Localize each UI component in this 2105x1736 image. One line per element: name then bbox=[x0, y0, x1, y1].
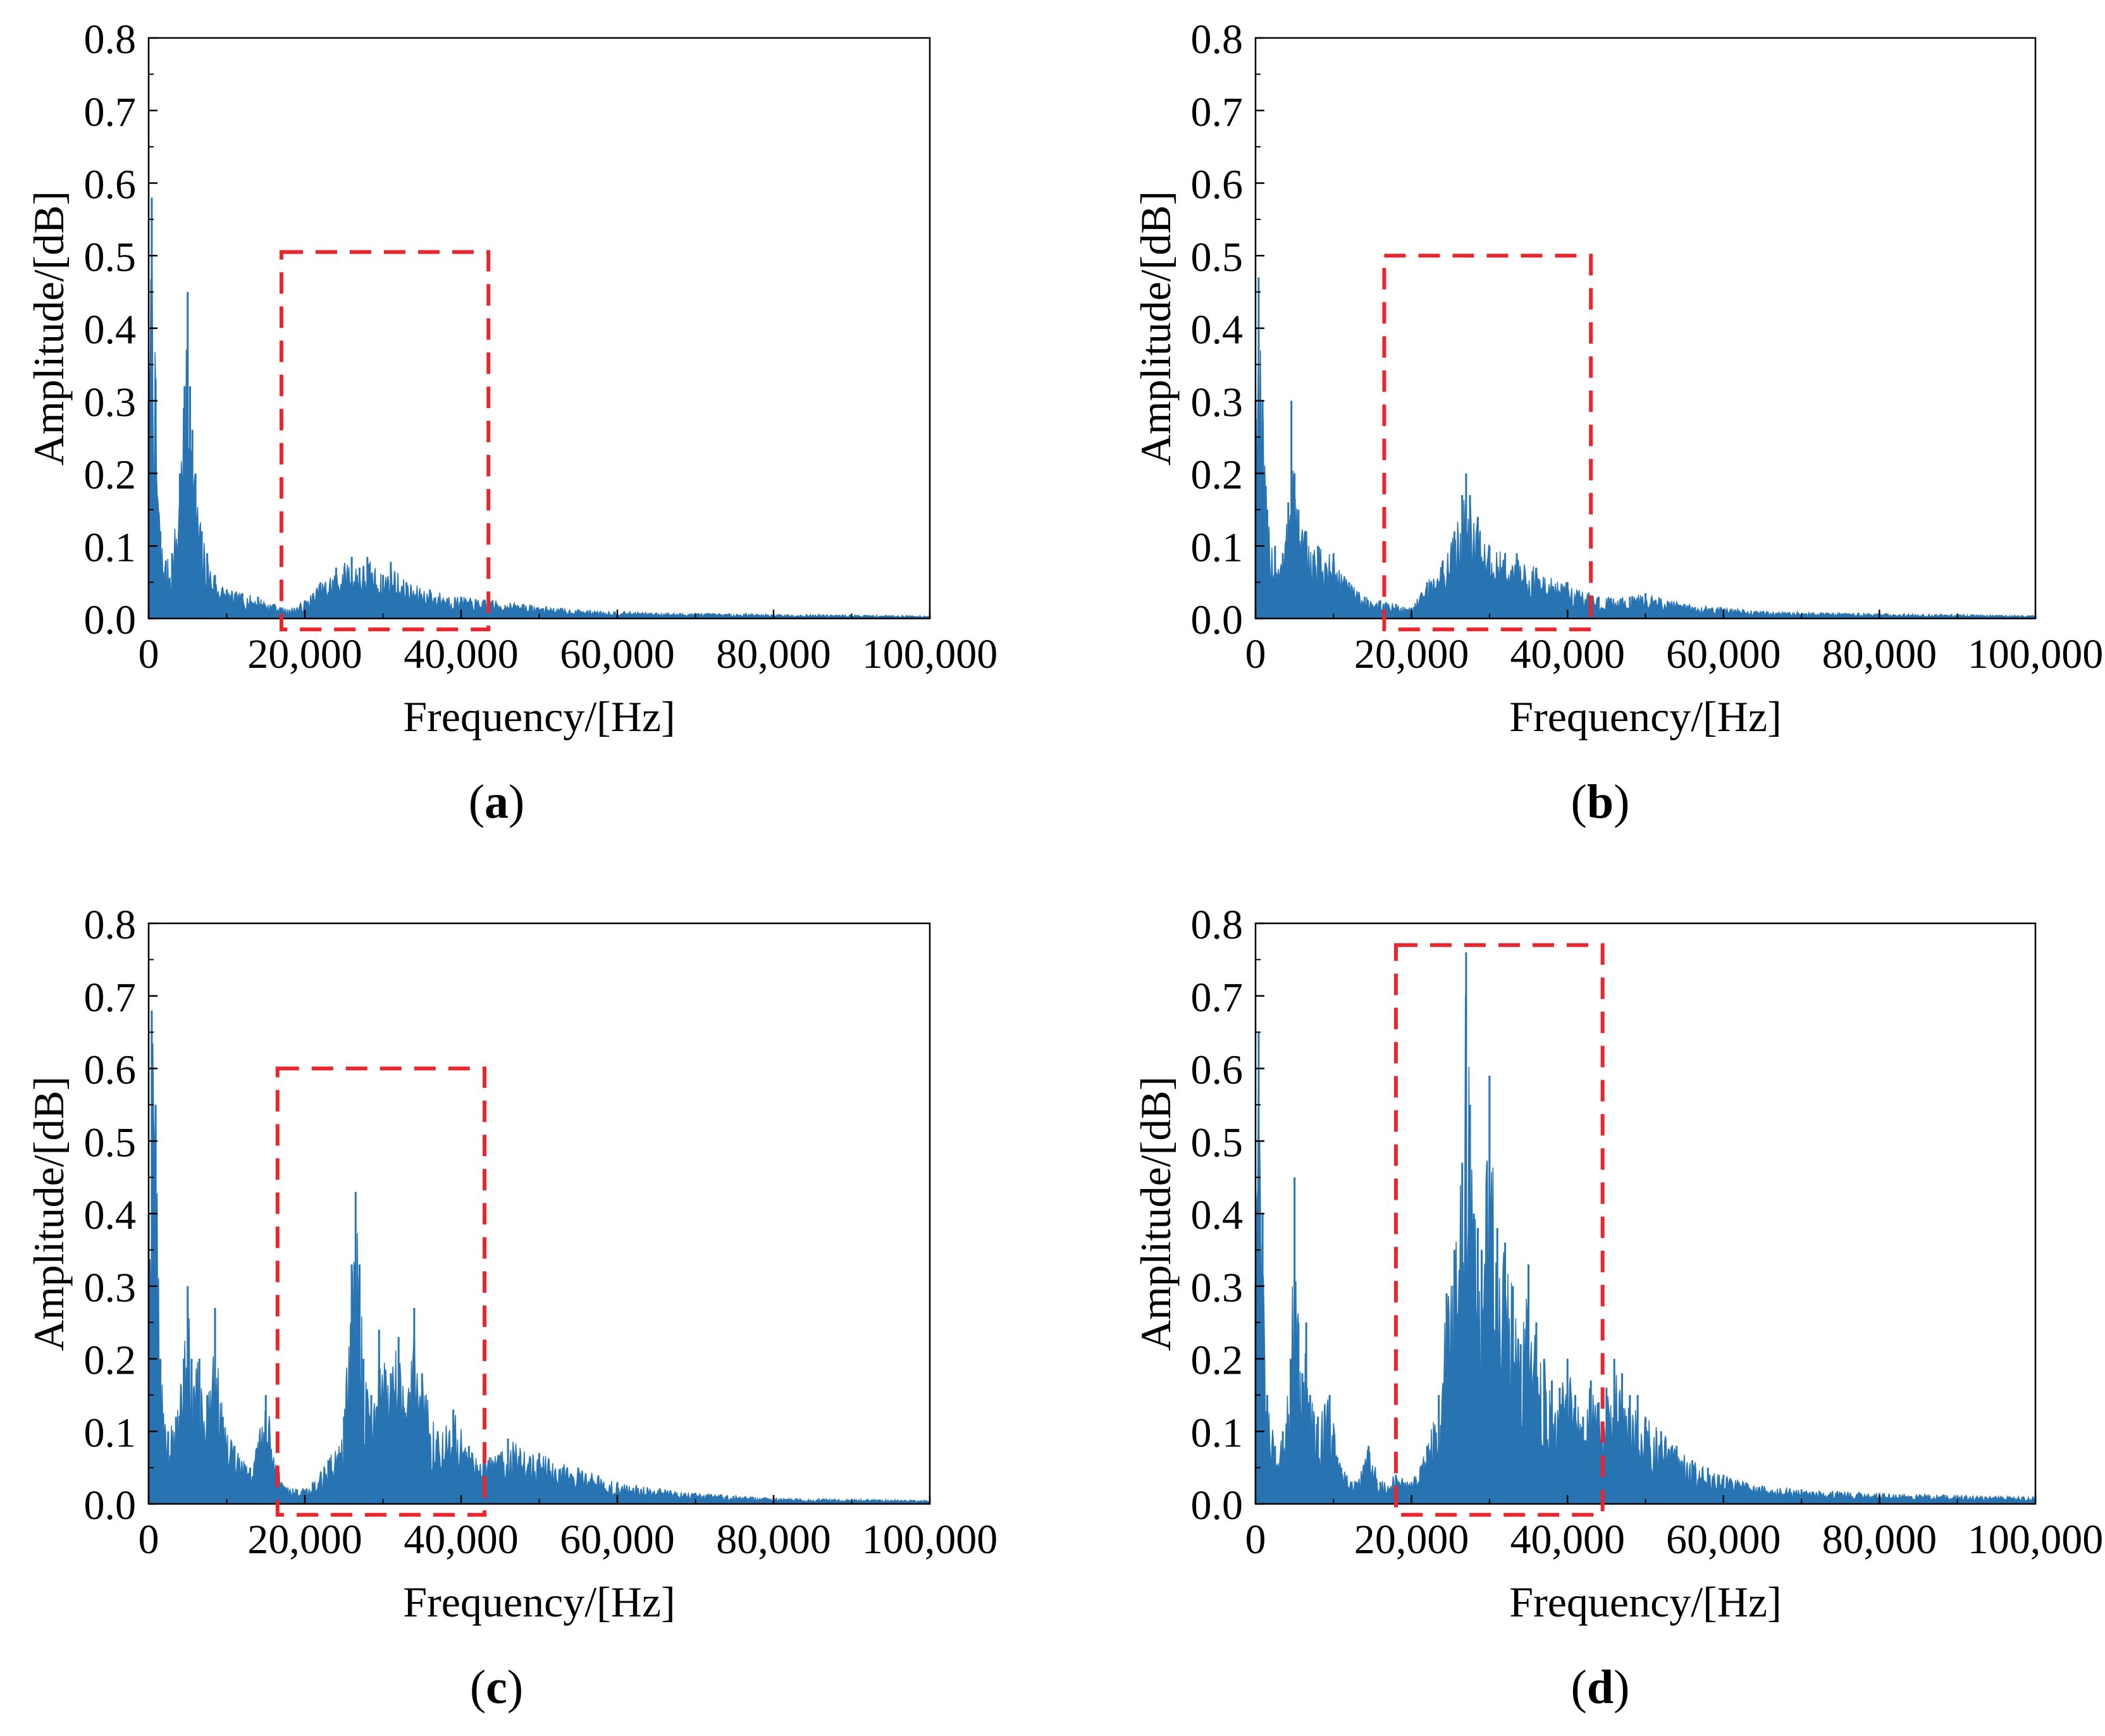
y-tick-label-a-7: 0.7 bbox=[84, 89, 137, 135]
x-tick-label-d-5: 100,000 bbox=[1968, 1517, 2104, 1563]
y-tick-label-c-2: 0.2 bbox=[84, 1338, 137, 1384]
x-tick-label-c-2: 40,000 bbox=[404, 1517, 519, 1563]
y-tick-label-c-3: 0.3 bbox=[84, 1265, 137, 1311]
x-tick-label-c-4: 80,000 bbox=[716, 1517, 831, 1563]
x-tick-label-d-4: 80,000 bbox=[1822, 1517, 1937, 1563]
chart-panel-b: 0.0 0.1 0.2 0.3 0.4 0.5 0.6 0.7 0.8 0 20,000 40,000… bbox=[1132, 16, 2103, 741]
y-tick-label-d-3: 0.3 bbox=[1191, 1265, 1244, 1311]
y-tick-label-c-0: 0.0 bbox=[84, 1482, 137, 1529]
spectrum-area-b bbox=[1255, 350, 2036, 619]
x-tick-label-d-1: 20,000 bbox=[1354, 1517, 1469, 1563]
y-tick-label-d-4: 0.4 bbox=[1191, 1192, 1244, 1238]
plot-frame-b bbox=[1254, 37, 2037, 620]
x-tick-label-b-2: 40,000 bbox=[1510, 631, 1625, 677]
x-tick-label-b-4: 80,000 bbox=[1822, 631, 1937, 677]
x-tick-label-d-2: 40,000 bbox=[1510, 1517, 1625, 1563]
y-tick-label-b-2: 0.2 bbox=[1191, 452, 1244, 498]
y-tick-label-b-0: 0.0 bbox=[1191, 597, 1244, 643]
panel-label-a: (a) bbox=[468, 775, 525, 828]
y-tick-label-c-6: 0.6 bbox=[84, 1047, 137, 1093]
y-axis-label-a: Amplitude/[dB] bbox=[25, 191, 73, 465]
x-tick-label-a-2: 40,000 bbox=[404, 631, 519, 677]
y-tick-label-d-0: 0.0 bbox=[1191, 1482, 1244, 1529]
y-tick-label-c-8: 0.8 bbox=[84, 902, 137, 948]
x-tick-label-c-0: 0 bbox=[139, 1517, 159, 1563]
plot-frame-a bbox=[147, 37, 931, 620]
y-tick-label-c-5: 0.5 bbox=[84, 1119, 137, 1166]
x-tick-label-a-3: 60,000 bbox=[560, 631, 675, 677]
y-tick-label-b-6: 0.6 bbox=[1191, 162, 1244, 208]
panel-label-b: (b) bbox=[1571, 775, 1630, 828]
y-tick-label-d-2: 0.2 bbox=[1191, 1338, 1244, 1384]
y-tick-label-b-4: 0.4 bbox=[1191, 307, 1244, 353]
chart-panel-c: 0.0 0.1 0.2 0.3 0.4 0.5 0.6 0.7 0.8 0 20,000 40,000… bbox=[25, 902, 997, 1626]
chart-panel-a: 0.0 0.1 0.2 0.3 0.4 0.5 0.6 0.7 0.8 0 20,000 40,000… bbox=[25, 16, 997, 741]
x-tick-label-a-0: 0 bbox=[139, 631, 159, 677]
x-tick-label-b-3: 60,000 bbox=[1666, 631, 1781, 677]
y-axis-label-d: Amplitude/[dB] bbox=[1132, 1076, 1180, 1351]
y-tick-label-a-2: 0.2 bbox=[84, 452, 137, 498]
highlight-box-a bbox=[279, 250, 491, 632]
x-axis-label-a: Frequency/[Hz] bbox=[403, 693, 675, 741]
y-axis-label-c: Amplitude/[dB] bbox=[25, 1076, 73, 1351]
y-tick-label-a-4: 0.4 bbox=[84, 307, 137, 353]
y-tick-label-b-7: 0.7 bbox=[1191, 89, 1244, 135]
x-tick-label-c-1: 20,000 bbox=[247, 1517, 362, 1563]
y-tick-label-a-0: 0.0 bbox=[84, 597, 137, 643]
x-axis-label-b: Frequency/[Hz] bbox=[1509, 693, 1781, 741]
y-tick-label-a-6: 0.6 bbox=[84, 162, 137, 208]
x-tick-label-b-1: 20,000 bbox=[1354, 631, 1469, 677]
panel-label-c: (c) bbox=[469, 1661, 524, 1714]
x-tick-label-b-0: 0 bbox=[1245, 631, 1266, 677]
y-tick-label-b-1: 0.1 bbox=[1191, 524, 1244, 570]
highlight-box-b bbox=[1382, 254, 1593, 632]
y-tick-label-a-8: 0.8 bbox=[84, 16, 137, 63]
y-tick-label-d-5: 0.5 bbox=[1191, 1119, 1244, 1166]
y-tick-label-d-1: 0.1 bbox=[1191, 1410, 1244, 1456]
x-axis-label-d: Frequency/[Hz] bbox=[1509, 1578, 1781, 1626]
y-tick-label-d-8: 0.8 bbox=[1191, 902, 1244, 948]
spectrum-area-a bbox=[148, 255, 930, 619]
x-tick-label-c-3: 60,000 bbox=[560, 1517, 675, 1563]
x-tick-label-a-5: 100,000 bbox=[862, 631, 998, 677]
y-tick-label-b-5: 0.5 bbox=[1191, 234, 1244, 280]
y-tick-label-a-1: 0.1 bbox=[84, 524, 137, 570]
highlight-box-c bbox=[275, 1066, 487, 1517]
y-tick-label-d-6: 0.6 bbox=[1191, 1047, 1244, 1093]
panel-label-d: (d) bbox=[1571, 1661, 1630, 1714]
y-tick-label-a-5: 0.5 bbox=[84, 234, 137, 280]
y-axis-label-b: Amplitude/[dB] bbox=[1132, 191, 1180, 465]
x-tick-label-a-1: 20,000 bbox=[247, 631, 362, 677]
y-tick-label-c-1: 0.1 bbox=[84, 1410, 137, 1456]
y-tick-label-c-7: 0.7 bbox=[84, 975, 137, 1021]
x-tick-label-a-4: 80,000 bbox=[716, 631, 831, 677]
x-tick-label-b-5: 100,000 bbox=[1968, 631, 2104, 677]
y-tick-label-d-7: 0.7 bbox=[1191, 975, 1244, 1021]
x-axis-label-c: Frequency/[Hz] bbox=[403, 1578, 675, 1626]
y-tick-label-b-8: 0.8 bbox=[1191, 16, 1244, 63]
x-tick-label-d-0: 0 bbox=[1245, 1517, 1266, 1563]
chart-panel-d: 0.0 0.1 0.2 0.3 0.4 0.5 0.6 0.7 0.8 0 20,000 40,000… bbox=[1132, 902, 2103, 1626]
y-tick-label-a-3: 0.3 bbox=[84, 379, 137, 426]
highlight-box-d bbox=[1393, 943, 1605, 1517]
y-tick-label-b-3: 0.3 bbox=[1191, 379, 1244, 426]
y-tick-label-c-4: 0.4 bbox=[84, 1192, 137, 1238]
x-tick-label-c-5: 100,000 bbox=[862, 1517, 998, 1563]
x-tick-label-d-3: 60,000 bbox=[1666, 1517, 1781, 1563]
